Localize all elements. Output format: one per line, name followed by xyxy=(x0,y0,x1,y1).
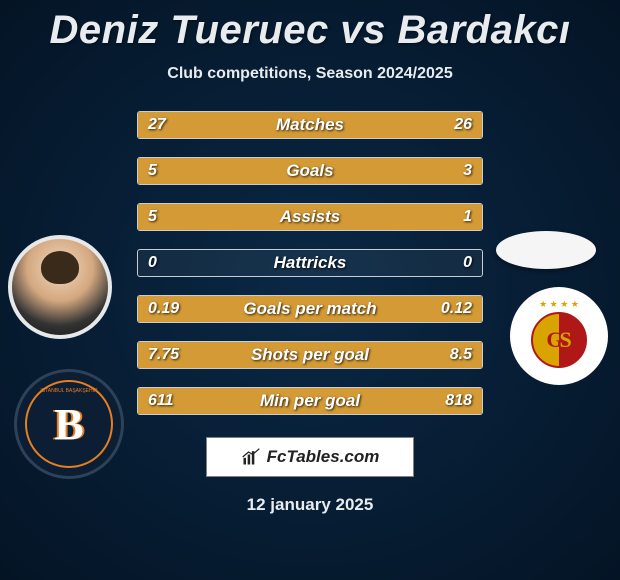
metric-value-left: 5 xyxy=(148,162,157,180)
infographic-date: 12 january 2025 xyxy=(0,495,620,515)
metric-value-right: 3 xyxy=(463,162,472,180)
club-right-stars-icon: ★ ★ ★ ★ xyxy=(539,299,579,310)
page-title: Deniz Tueruec vs Bardakcı xyxy=(0,0,620,53)
metric-value-left: 5 xyxy=(148,208,157,226)
metric-label: Hattricks xyxy=(274,253,347,273)
player-right-club-badge: ★ ★ ★ ★ GS xyxy=(510,287,608,385)
metric-value-right: 1 xyxy=(463,208,472,226)
metric-value-left: 0.19 xyxy=(148,300,179,318)
metric-row: 5 3 Goals xyxy=(137,157,483,185)
metric-value-right: 818 xyxy=(445,392,472,410)
metric-row: 0.19 0.12 Goals per match xyxy=(137,295,483,323)
metric-value-left: 611 xyxy=(148,392,174,410)
metric-value-right: 8.5 xyxy=(450,346,472,364)
metric-label: Shots per goal xyxy=(251,345,369,365)
metric-label: Goals per match xyxy=(243,299,376,319)
metric-label: Goals xyxy=(286,161,333,181)
metric-row: 0 0 Hattricks xyxy=(137,249,483,277)
fctables-watermark: FcTables.com xyxy=(206,437,414,477)
fctables-label: FcTables.com xyxy=(267,447,380,467)
metric-value-left: 27 xyxy=(148,116,166,134)
metric-row: 7.75 8.5 Shots per goal xyxy=(137,341,483,369)
comparison-panel: B ★ ★ ★ ★ GS 2726Matches53Goals51Assists… xyxy=(0,111,620,415)
bar-fill-right xyxy=(425,204,482,230)
metric-label: Min per goal xyxy=(260,391,360,411)
comparison-bars: 27 26 Matches 5 3 Goals 5 1 Assists 0 0 Hattricks 0.… xyxy=(137,111,483,415)
metric-row: 27 26 Matches xyxy=(137,111,483,139)
galatasaray-badge-icon: GS xyxy=(531,312,587,368)
player-right-avatar xyxy=(496,231,596,269)
metric-value-right: 26 xyxy=(454,116,472,134)
club-left-initial: B xyxy=(54,399,83,450)
metric-value-left: 0 xyxy=(148,254,157,272)
metric-value-left: 7.75 xyxy=(148,346,179,364)
metric-row: 5 1 Assists xyxy=(137,203,483,231)
metric-value-right: 0.12 xyxy=(441,300,472,318)
player-left-club-badge: B xyxy=(14,369,124,479)
metric-row: 611 818 Min per goal xyxy=(137,387,483,415)
metric-value-right: 0 xyxy=(463,254,472,272)
player-left-avatar xyxy=(8,235,112,339)
chart-icon xyxy=(241,447,261,467)
subtitle: Club competitions, Season 2024/2025 xyxy=(0,65,620,83)
metric-label: Assists xyxy=(280,207,340,227)
metric-label: Matches xyxy=(276,115,344,135)
